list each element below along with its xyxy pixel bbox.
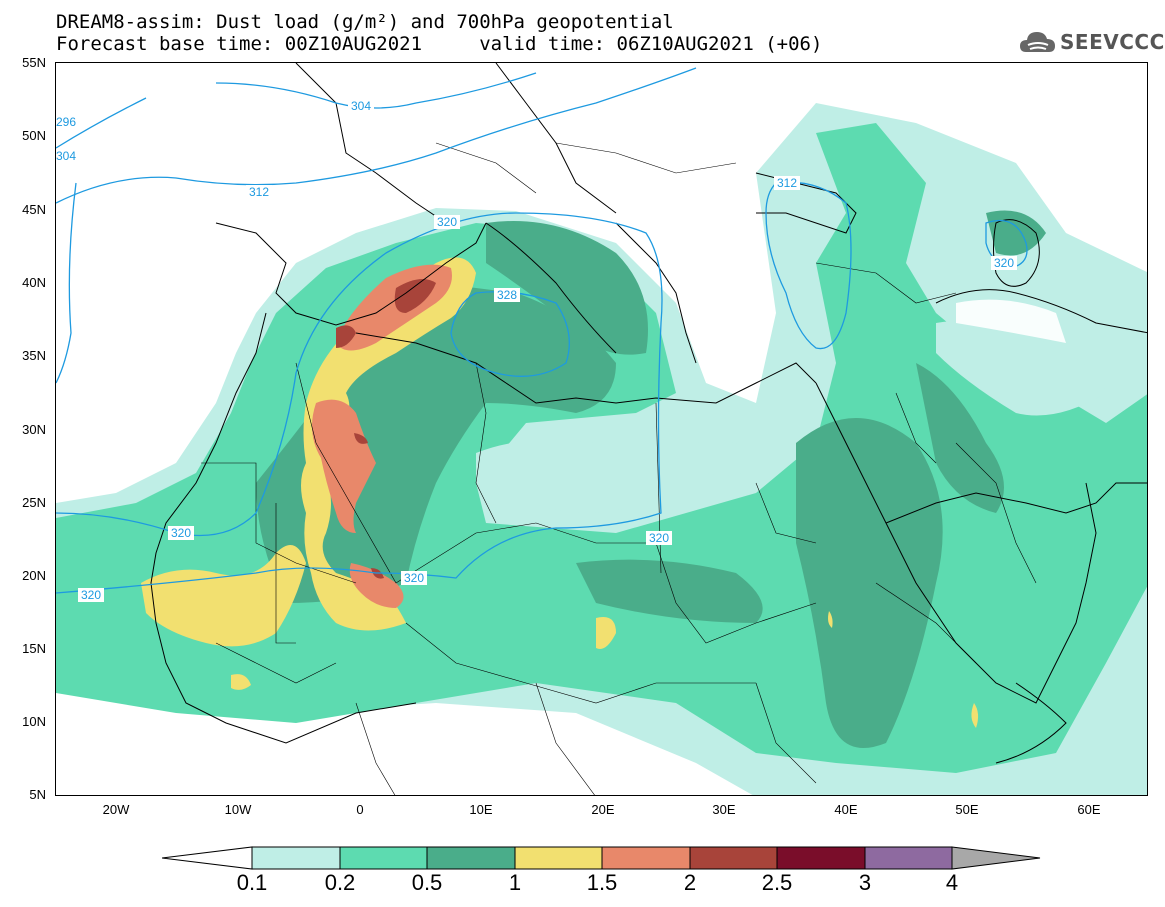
contour-label: 320 xyxy=(434,215,460,229)
lat-label: 35N xyxy=(22,348,46,363)
svg-text:328: 328 xyxy=(497,288,517,302)
svg-text:320: 320 xyxy=(437,215,457,229)
lon-label: 10E xyxy=(469,802,493,817)
colorbar-label: 2.5 xyxy=(761,870,793,895)
colorbar-label: 1 xyxy=(508,870,522,895)
colorbar-swatch xyxy=(689,846,778,870)
lat-label: 25N xyxy=(22,495,46,510)
lon-label: 30E xyxy=(712,802,736,817)
svg-text:320: 320 xyxy=(171,526,191,540)
colorbar-label: 0.5 xyxy=(411,870,443,895)
lat-label: 15N xyxy=(22,641,46,656)
contour-labels: 304 312 320 328 312 320 320 320 320 296 … xyxy=(56,99,1017,602)
lat-label: 5N xyxy=(29,787,46,802)
svg-text:320: 320 xyxy=(404,571,424,585)
colorbar-swatch xyxy=(514,846,603,870)
contour-label: 320 xyxy=(78,588,104,602)
svg-text:320: 320 xyxy=(81,588,101,602)
colorbar xyxy=(162,846,1041,870)
lat-label: 20N xyxy=(22,568,46,583)
colorbar-label: 0.2 xyxy=(324,870,356,895)
colorbar-swatch xyxy=(864,846,953,870)
svg-text:296: 296 xyxy=(56,115,76,129)
lon-label: 50E xyxy=(955,802,979,817)
colorbar-label: 2 xyxy=(683,870,697,895)
colorbar-label: 0.1 xyxy=(236,870,268,895)
lat-label: 30N xyxy=(22,422,46,437)
cloud-logo-icon xyxy=(1020,32,1055,52)
contour-label: 320 xyxy=(991,256,1017,270)
colorbar-high-arrow xyxy=(951,846,1041,870)
contour-label: 304 xyxy=(56,149,76,163)
logo-text: SEEVCCC xyxy=(1060,30,1165,54)
seevccc-logo: SEEVCCC xyxy=(1018,28,1164,56)
lon-label: 60E xyxy=(1077,802,1101,817)
svg-text:312: 312 xyxy=(249,185,269,199)
contour-label: 312 xyxy=(246,185,272,199)
svg-text:312: 312 xyxy=(777,176,797,190)
contour-label: 304 xyxy=(348,99,374,113)
svg-text:320: 320 xyxy=(994,256,1014,270)
contour-label: 320 xyxy=(168,526,194,540)
map-subtitle: Forecast base time: 00Z10AUG2021 valid t… xyxy=(56,33,823,55)
map-canvas: 304 312 320 328 312 320 320 320 320 296 … xyxy=(56,63,1147,795)
svg-text:320: 320 xyxy=(649,531,669,545)
colorbar-swatch xyxy=(426,846,516,870)
colorbar-swatch xyxy=(776,846,866,870)
colorbar-swatch xyxy=(601,846,691,870)
colorbar-label: 4 xyxy=(945,870,959,895)
lat-label: 45N xyxy=(22,202,46,217)
dust-shading xyxy=(56,103,1147,795)
contour-label: 312 xyxy=(774,176,800,190)
dust-map: 304 312 320 328 312 320 320 320 320 296 … xyxy=(55,62,1148,796)
colorbar-low-arrow xyxy=(162,846,253,870)
lat-label: 10N xyxy=(22,714,46,729)
lon-label: 10W xyxy=(224,802,252,817)
lat-label: 55N xyxy=(22,55,46,70)
lon-label: 0 xyxy=(356,802,364,817)
contour-label: 296 xyxy=(56,115,76,129)
lat-label: 50N xyxy=(22,128,46,143)
contour-label: 320 xyxy=(646,531,672,545)
colorbar-swatch xyxy=(251,846,341,870)
lon-label: 20W xyxy=(102,802,130,817)
lon-label: 20E xyxy=(591,802,615,817)
country-borders xyxy=(201,142,1037,795)
geopotential-contours xyxy=(56,67,1028,594)
svg-text:304: 304 xyxy=(56,149,76,163)
contour-label: 320 xyxy=(401,571,427,585)
colorbar-label: 3 xyxy=(858,870,872,895)
lon-label: 40E xyxy=(834,802,858,817)
map-title: DREAM8-assim: Dust load (g/m²) and 700hP… xyxy=(56,11,674,33)
lat-label: 40N xyxy=(22,275,46,290)
colorbar-swatch xyxy=(339,846,428,870)
contour-label: 328 xyxy=(494,288,520,302)
colorbar-label: 1.5 xyxy=(586,870,618,895)
svg-text:304: 304 xyxy=(351,99,371,113)
